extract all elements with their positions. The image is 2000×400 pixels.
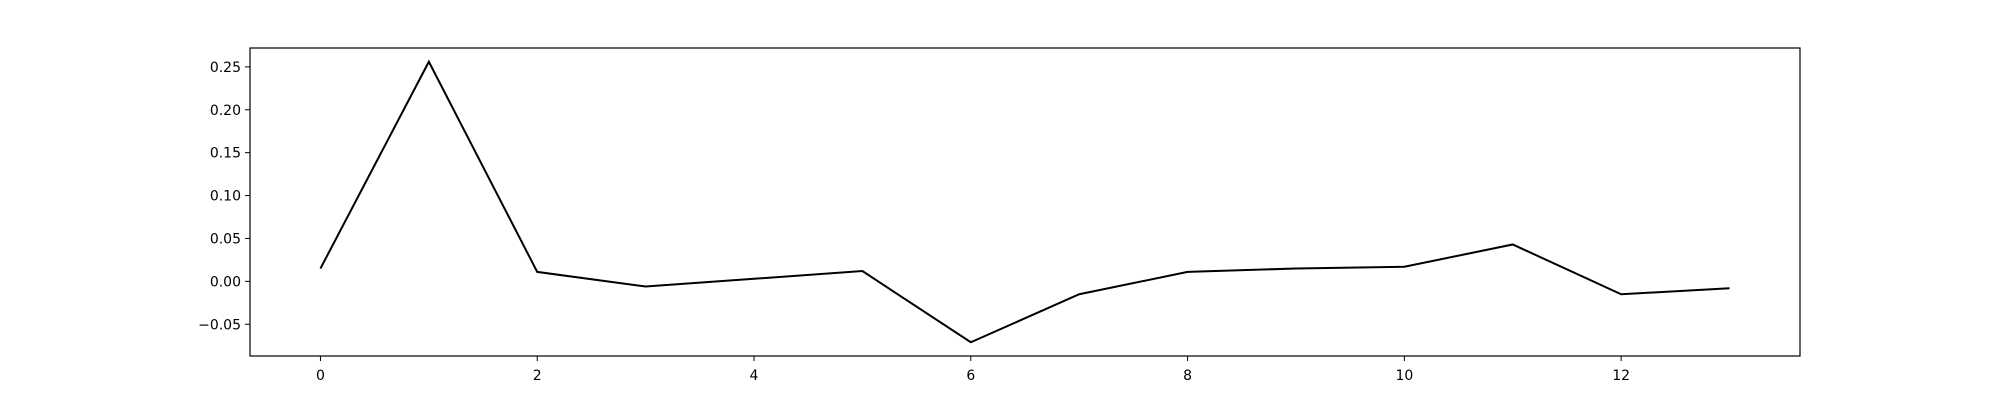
x-tick-label: 8 bbox=[1183, 368, 1192, 384]
y-tick-label: 0.05 bbox=[210, 231, 241, 247]
series-layer bbox=[319, 59, 1730, 344]
x-tick-label: 4 bbox=[750, 368, 759, 384]
y-axis-ticks: −0.05 0.00 0.05 0.10 0.15 0.20 0.25 bbox=[198, 60, 250, 333]
x-tick-label: 0 bbox=[316, 368, 325, 384]
y-tick-label: 0.10 bbox=[210, 189, 241, 205]
y-tick-label: 0.15 bbox=[210, 146, 241, 162]
y-tick-label: −0.05 bbox=[198, 317, 241, 333]
y-tick-label: 0.00 bbox=[210, 274, 241, 290]
x-tick-label: 2 bbox=[533, 368, 542, 384]
y-tick-label: 0.20 bbox=[210, 103, 241, 119]
plot-frame bbox=[249, 47, 1801, 357]
x-tick-label: 10 bbox=[1395, 368, 1413, 384]
series-line bbox=[319, 59, 1730, 344]
x-tick-label: 12 bbox=[1612, 368, 1630, 384]
x-axis-ticks: 0 2 4 6 8 10 12 bbox=[316, 356, 1630, 384]
y-tick-label: 0.25 bbox=[210, 60, 241, 76]
x-tick-label: 6 bbox=[966, 368, 975, 384]
